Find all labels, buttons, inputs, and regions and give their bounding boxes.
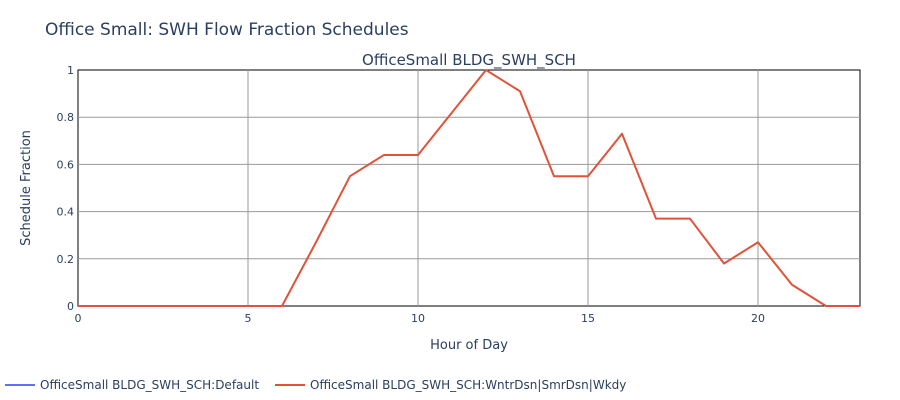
x-tick-label: 10 [411,312,425,325]
plot-area [77,69,861,307]
y-tick-label: 0 [67,300,74,313]
x-tick-label: 0 [75,312,82,325]
chart-subtitle: OfficeSmall BLDG_SWH_SCH [362,51,576,70]
grid [78,70,860,306]
y-ticks: 0 0.2 0.4 0.6 0.8 1 [57,64,75,313]
y-axis-title: Schedule Fraction [19,130,34,246]
legend: OfficeSmall BLDG_SWH_SCH:Default OfficeSm… [5,378,626,392]
legend-label-0: OfficeSmall BLDG_SWH_SCH:Default [40,378,259,392]
y-tick-label: 1 [67,64,74,77]
x-axis-title: Hour of Day [430,338,508,353]
y-tick-label: 0.4 [57,206,75,219]
x-ticks: 0 5 10 15 20 [75,312,766,325]
x-tick-label: 15 [581,312,595,325]
series-lines [78,69,860,307]
x-tick-label: 20 [751,312,765,325]
legend-label-1: OfficeSmall BLDG_SWH_SCH:WntrDsn|SmrDsn|… [310,378,626,392]
y-tick-label: 0.2 [57,253,75,266]
chart-title: Office Small: SWH Flow Fraction Schedule… [45,20,409,40]
x-tick-label: 5 [245,312,252,325]
series-line-1 [78,69,860,307]
y-tick-label: 0.6 [57,158,75,171]
y-tick-label: 0.8 [57,111,75,124]
